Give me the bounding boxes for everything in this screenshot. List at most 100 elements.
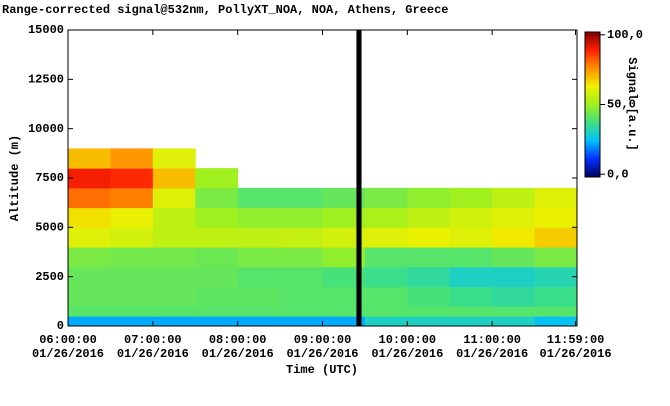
- heat-cell: [534, 187, 578, 209]
- heat-cell: [534, 286, 578, 307]
- y-axis-label: Altitude (m): [8, 135, 22, 221]
- heat-cell: [322, 187, 366, 209]
- heat-cell: [110, 247, 154, 268]
- heat-cell: [322, 306, 366, 317]
- x-axis-label: Time (UTC): [286, 363, 358, 377]
- heat-cell: [280, 207, 323, 228]
- heat-cell: [195, 316, 239, 327]
- heat-cell: [195, 187, 239, 209]
- heat-cell: [534, 227, 578, 248]
- heat-cell: [68, 316, 111, 327]
- heat-cell: [237, 227, 281, 248]
- heat-cell: [195, 168, 239, 189]
- colorbar-tick-label: 100,0: [607, 28, 643, 42]
- heat-cell: [449, 316, 493, 327]
- heat-cell: [237, 207, 281, 228]
- heat-cell: [364, 227, 408, 248]
- y-tick-label: 7500: [35, 171, 64, 185]
- x-tick-label: 07:00:00: [124, 333, 182, 347]
- heat-cell: [152, 207, 196, 228]
- heat-cell: [280, 247, 323, 268]
- heat-cell: [195, 227, 239, 248]
- heat-cell: [152, 266, 196, 288]
- heat-cell: [110, 227, 154, 248]
- chart-title: Range-corrected signal@532nm, PollyXT_NO…: [2, 3, 448, 17]
- heat-cell: [534, 247, 578, 268]
- heat-cell: [68, 207, 111, 228]
- heat-cell: [364, 207, 408, 228]
- x-tick-label: 11:59:00: [547, 333, 605, 347]
- heat-cell: [449, 266, 493, 288]
- heat-cell: [152, 286, 196, 307]
- heat-cell: [449, 207, 493, 228]
- heat-cell: [322, 227, 366, 248]
- heat-cell: [152, 306, 196, 317]
- heat-cell: [68, 306, 111, 317]
- heat-cell: [322, 286, 366, 307]
- heat-cell: [364, 266, 408, 288]
- heat-cell: [280, 227, 323, 248]
- heat-cell: [449, 306, 493, 317]
- heat-cell: [195, 247, 239, 268]
- heat-cell: [407, 247, 451, 268]
- x-tick-date: 01/26/2016: [202, 347, 274, 361]
- heat-cell: [492, 306, 536, 317]
- x-tick-label: 08:00:00: [209, 333, 267, 347]
- y-tick-label: 0: [57, 319, 64, 333]
- x-tick-date: 01/26/2016: [371, 347, 443, 361]
- heat-cell: [152, 316, 196, 327]
- heat-cell: [534, 266, 578, 288]
- heat-cell: [280, 286, 323, 307]
- heat-cell: [449, 227, 493, 248]
- heat-cell: [68, 266, 111, 288]
- y-tick-label: 12500: [28, 73, 64, 87]
- heat-cell: [110, 168, 154, 189]
- heat-cell: [152, 148, 196, 169]
- colorbar-label: Signal [a.u.]: [625, 57, 639, 151]
- colorbar-tick-label: 50,0: [607, 98, 636, 112]
- heat-cell: [110, 316, 154, 327]
- heat-cell: [322, 316, 366, 327]
- heat-cell: [492, 316, 536, 327]
- heat-cell: [68, 187, 111, 209]
- heat-cell: [195, 207, 239, 228]
- heat-cell: [407, 266, 451, 288]
- heat-cell: [407, 316, 451, 327]
- heat-cell: [492, 227, 536, 248]
- heat-cell: [322, 247, 366, 268]
- heat-cell: [152, 227, 196, 248]
- y-tick-label: 10000: [28, 122, 64, 136]
- heat-cell: [280, 187, 323, 209]
- colorbar-tick-label: 0,0: [607, 167, 629, 181]
- x-tick-date: 01/26/2016: [117, 347, 189, 361]
- heat-cell: [280, 316, 323, 327]
- x-tick-date: 01/26/2016: [456, 347, 528, 361]
- heat-cell: [237, 187, 281, 209]
- heat-cell: [195, 306, 239, 317]
- heat-cell: [492, 286, 536, 307]
- heat-cell: [364, 286, 408, 307]
- heat-cell: [407, 227, 451, 248]
- heat-cell: [237, 316, 281, 327]
- heat-cell: [449, 286, 493, 307]
- heat-cell: [449, 187, 493, 209]
- heat-cell: [407, 286, 451, 307]
- heat-cell: [110, 207, 154, 228]
- heat-cell: [68, 148, 111, 169]
- x-tick-date: 01/26/2016: [286, 347, 358, 361]
- heat-cell: [237, 266, 281, 288]
- x-tick-label: 09:00:00: [294, 333, 352, 347]
- heat-cell: [449, 247, 493, 268]
- colorbar: [584, 31, 601, 178]
- heat-cell: [534, 316, 578, 327]
- x-tick-label: 10:00:00: [379, 333, 437, 347]
- heat-cell: [237, 247, 281, 268]
- y-tick-label: 15000: [28, 23, 64, 37]
- x-tick-label: 06:00:00: [39, 333, 97, 347]
- heat-cell: [492, 247, 536, 268]
- heat-cell: [322, 266, 366, 288]
- data-gap: [356, 30, 362, 326]
- heat-cell: [322, 207, 366, 228]
- heat-cell: [237, 286, 281, 307]
- heat-cell: [280, 306, 323, 317]
